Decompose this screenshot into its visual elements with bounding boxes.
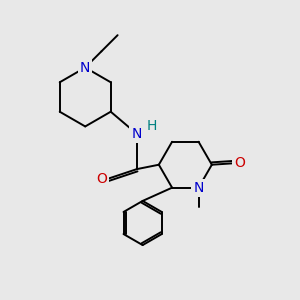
Text: N: N — [80, 61, 90, 75]
Text: N: N — [194, 181, 204, 195]
Text: O: O — [96, 172, 107, 186]
Text: N: N — [132, 127, 142, 141]
Text: H: H — [146, 119, 157, 134]
Text: O: O — [234, 156, 245, 170]
